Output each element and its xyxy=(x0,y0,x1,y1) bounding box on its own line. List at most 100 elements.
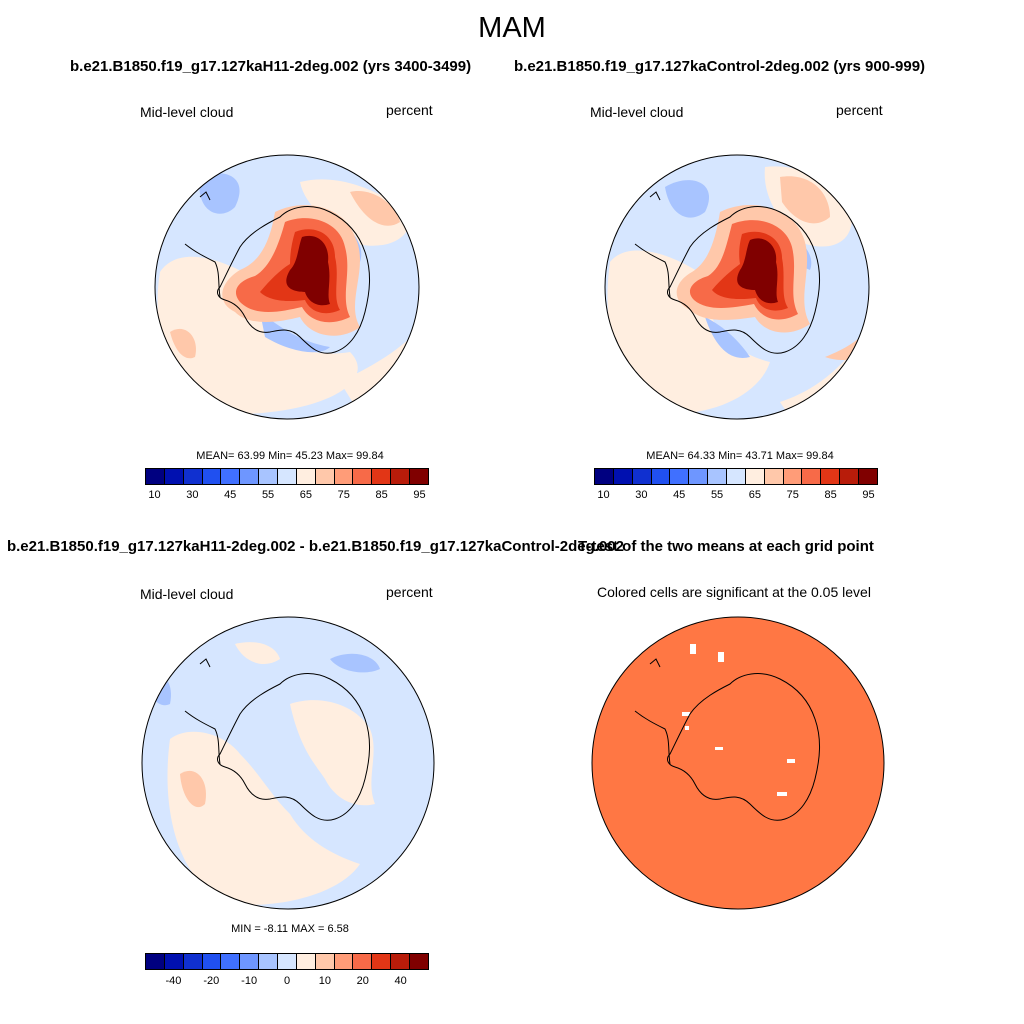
control-case-title: b.e21.B1850.f19_g17.127kaControl-2deg.00… xyxy=(514,58,926,75)
colorbar-swatch xyxy=(410,954,428,969)
colorbar-tick-label: 65 xyxy=(299,489,313,501)
colorbar-swatch xyxy=(164,954,184,969)
colorbar-swatch xyxy=(651,469,671,484)
colorbar-swatch xyxy=(353,469,373,484)
colorbar-tick-label: 10 xyxy=(148,489,161,501)
colorbar-swatch xyxy=(764,469,784,484)
test-polar-map xyxy=(154,154,420,420)
colorbar-swatch xyxy=(859,469,877,484)
insignificant-cell xyxy=(685,726,689,730)
colorbar-tick-label: -10 xyxy=(241,975,258,987)
colorbar-tick-label: -20 xyxy=(203,975,220,987)
colorbar-swatch xyxy=(391,469,411,484)
test-variable-label: Mid-level cloud xyxy=(140,104,234,120)
colorbar-swatch xyxy=(296,469,316,484)
colorbar-swatch xyxy=(840,469,860,484)
colorbar-swatch xyxy=(183,954,203,969)
colorbar-swatch xyxy=(315,954,335,969)
colorbar-swatch xyxy=(202,469,222,484)
ttest-title: T-test of the two means at each grid poi… xyxy=(578,538,874,555)
colorbar-tick-label: 40 xyxy=(394,975,407,987)
colorbar-swatch xyxy=(372,469,392,484)
colorbar-swatch xyxy=(296,954,316,969)
test-case-title: b.e21.B1850.f19_g17.127kaH11-2deg.002 (y… xyxy=(70,58,472,75)
control-variable-label: Mid-level cloud xyxy=(590,104,684,120)
colorbar-swatch xyxy=(278,954,297,969)
colorbar-swatch xyxy=(240,469,260,484)
colorbar-tick-label: 95 xyxy=(862,489,875,501)
colorbar-tick-label: 85 xyxy=(824,489,837,501)
control-stats: MEAN= 64.33 Min= 43.71 Max= 99.84 xyxy=(646,450,834,462)
insignificant-cell xyxy=(777,792,787,796)
colorbar-swatch xyxy=(689,469,709,484)
difference-variable-label: Mid-level cloud xyxy=(140,586,234,602)
insignificant-cell xyxy=(690,644,696,654)
test-colorbar xyxy=(145,468,429,485)
colorbar-tick-label: 45 xyxy=(673,489,686,501)
control-colorbar xyxy=(594,468,878,485)
colorbar-swatch xyxy=(259,469,279,484)
colorbar-swatch xyxy=(183,469,203,484)
insignificant-cell xyxy=(718,652,724,662)
colorbar-tick-label: 10 xyxy=(597,489,610,501)
colorbar-swatch xyxy=(613,469,633,484)
colorbar-swatch xyxy=(670,469,690,484)
colorbar-tick-label: 0 xyxy=(283,975,291,987)
colorbar-swatch xyxy=(391,954,411,969)
colorbar-swatch xyxy=(315,469,335,484)
colorbar-tick-label: 30 xyxy=(186,489,199,501)
control-colorbar-ticks: 10 30 45 55 65 75 85 95 xyxy=(594,489,878,503)
colorbar-swatch xyxy=(334,469,354,484)
colorbar-tick-label: -40 xyxy=(165,975,182,987)
colorbar-swatch xyxy=(410,469,428,484)
colorbar-swatch xyxy=(372,954,392,969)
colorbar-tick-label: 30 xyxy=(635,489,648,501)
colorbar-swatch xyxy=(278,469,297,484)
colorbar-swatch xyxy=(727,469,746,484)
colorbar-swatch xyxy=(708,469,728,484)
colorbar-swatch xyxy=(202,954,222,969)
colorbar-swatch xyxy=(821,469,841,484)
colorbar-swatch xyxy=(595,469,614,484)
difference-title: b.e21.B1850.f19_g17.127kaH11-2deg.002 - … xyxy=(6,538,624,555)
difference-units-label: percent xyxy=(386,584,433,600)
colorbar-tick-label: 85 xyxy=(375,489,388,501)
control-polar-map xyxy=(604,154,870,420)
colorbar-swatch xyxy=(146,469,165,484)
insignificant-cell xyxy=(787,759,795,763)
ttest-significance-fill xyxy=(592,617,884,909)
difference-polar-map xyxy=(141,616,435,910)
test-units-label: percent xyxy=(386,102,433,118)
colorbar-swatch xyxy=(221,469,241,484)
colorbar-tick-label: 75 xyxy=(337,489,350,501)
colorbar-swatch xyxy=(164,469,184,484)
colorbar-swatch xyxy=(334,954,354,969)
colorbar-swatch xyxy=(240,954,260,969)
test-colorbar-ticks: 10 30 45 55 65 75 85 95 xyxy=(145,489,429,503)
colorbar-tick-label: 55 xyxy=(261,489,275,501)
colorbar-swatch xyxy=(221,954,241,969)
colorbar-swatch xyxy=(802,469,822,484)
colorbar-swatch xyxy=(353,954,373,969)
colorbar-tick-label: 10 xyxy=(318,975,331,987)
colorbar-tick-label: 75 xyxy=(786,489,799,501)
difference-colorbar-ticks: -40 -20 -10 0 10 20 40 xyxy=(145,975,429,989)
figure-title: MAM xyxy=(478,12,546,44)
colorbar-tick-label: 45 xyxy=(224,489,237,501)
colorbar-swatch xyxy=(146,954,165,969)
ttest-significance-label: Colored cells are significant at the 0.0… xyxy=(597,584,871,600)
difference-stats: MIN = -8.11 MAX = 6.58 xyxy=(231,923,349,935)
colorbar-swatch xyxy=(259,954,279,969)
control-units-label: percent xyxy=(836,102,883,118)
colorbar-tick-label: 65 xyxy=(748,489,762,501)
test-stats: MEAN= 63.99 Min= 45.23 Max= 99.84 xyxy=(196,450,384,462)
insignificant-cell xyxy=(682,712,690,716)
colorbar-swatch xyxy=(745,469,765,484)
ttest-polar-map xyxy=(591,616,885,910)
colorbar-tick-label: 20 xyxy=(356,975,369,987)
colorbar-swatch xyxy=(632,469,652,484)
colorbar-swatch xyxy=(783,469,803,484)
colorbar-tick-label: 95 xyxy=(413,489,426,501)
insignificant-cell xyxy=(715,747,723,750)
colorbar-tick-label: 55 xyxy=(710,489,724,501)
